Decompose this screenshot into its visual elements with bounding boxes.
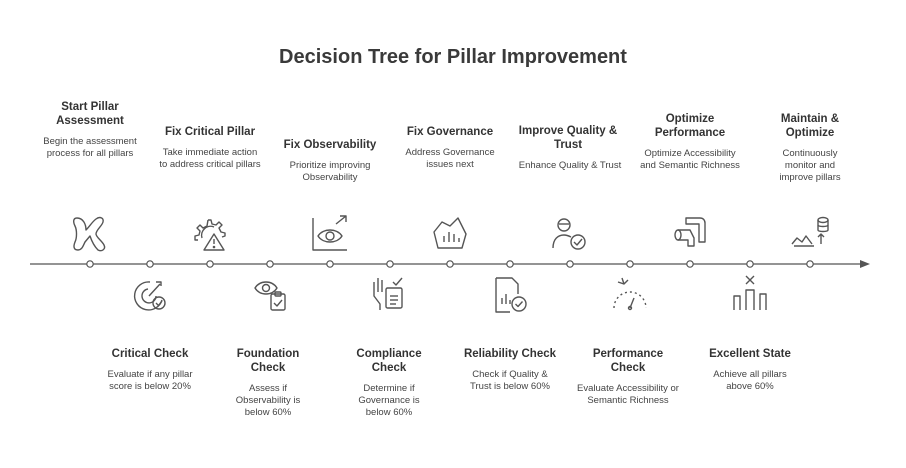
hand-document-icon xyxy=(368,274,412,318)
stage-optimize-performance: Optimize Performance Optimize Accessibil… xyxy=(630,112,750,172)
stage-title: Excellent State xyxy=(709,348,791,360)
stage-foundation-check: Foundation Check Assess if Observability… xyxy=(208,347,328,419)
stage-description: Continuously monitor and improve pillars xyxy=(779,148,841,183)
gauge-icon xyxy=(608,274,652,318)
diagram-title: Decision Tree for Pillar Improvement xyxy=(279,46,627,68)
stage-description: Prioritize improving Observability xyxy=(289,160,371,183)
stage-description: Check if Quality & Trust is below 60% xyxy=(470,369,550,392)
stage-critical-check: Critical Check Evaluate if any pillar sc… xyxy=(90,347,210,393)
governance-chart-icon xyxy=(428,212,472,256)
stage-compliance-check: Compliance Check Determine if Governance… xyxy=(329,347,449,419)
stage-fix-critical-pillar: Fix Critical Pillar Take immediate actio… xyxy=(150,125,270,171)
stage-title: Optimize Performance xyxy=(654,113,726,139)
start-icon xyxy=(68,212,112,256)
user-check-icon xyxy=(548,212,592,256)
stage-fix-governance: Fix Governance Address Governance issues… xyxy=(390,125,510,171)
stage-start-pillar-assessment: Start Pillar Assessment Begin the assess… xyxy=(30,100,150,160)
stage-title: Start Pillar Assessment xyxy=(56,101,124,127)
stage-reliability-check: Reliability Check Check if Quality & Tru… xyxy=(450,347,570,393)
stage-title: Fix Observability xyxy=(283,139,377,151)
target-check-icon xyxy=(128,274,172,318)
stage-title: Fix Governance xyxy=(406,126,494,138)
stage-description: Enhance Quality & Trust xyxy=(518,160,622,171)
stage-title: Foundation Check xyxy=(236,348,300,374)
stage-description: Begin the assessment process for all pil… xyxy=(43,136,137,159)
columns-icon xyxy=(728,274,772,318)
stage-title: Reliability Check xyxy=(463,348,557,360)
stage-fix-observability: Fix Observability Prioritize improving O… xyxy=(270,138,390,184)
stage-description: Address Governance issues next xyxy=(405,147,495,170)
document-check-icon xyxy=(488,274,532,318)
stage-description: Assess if Observability is below 60% xyxy=(235,383,301,418)
stage-description: Evaluate Accessibility or Semantic Richn… xyxy=(577,383,679,406)
stage-maintain-optimize: Maintain & Optimize Continuously monitor… xyxy=(750,112,870,184)
stage-performance-check: Performance Check Evaluate Accessibility… xyxy=(568,347,688,407)
stage-title: Improve Quality & Trust xyxy=(518,125,618,151)
stage-improve-quality-trust: Improve Quality & Trust Enhance Quality … xyxy=(518,124,621,172)
database-growth-icon xyxy=(788,212,832,256)
stage-description: Optimize Accessibility and Semantic Rich… xyxy=(640,148,740,171)
stage-description: Determine if Governance is below 60% xyxy=(358,383,420,418)
gear-warning-icon xyxy=(188,212,232,256)
stage-title: Critical Check xyxy=(111,348,189,360)
stage-title: Maintain & Optimize xyxy=(780,113,840,139)
stage-description: Achieve all pillars above 60% xyxy=(713,369,787,392)
eye-clipboard-icon xyxy=(248,274,292,318)
eye-chart-icon xyxy=(308,212,352,256)
stage-excellent-state: Excellent State Achieve all pillars abov… xyxy=(690,347,810,393)
stage-title: Compliance Check xyxy=(356,348,422,374)
stage-title: Fix Critical Pillar xyxy=(164,126,256,138)
stage-title: Performance Check xyxy=(592,348,664,374)
pipe-icon xyxy=(668,212,712,256)
stage-description: Take immediate action to address critica… xyxy=(159,147,261,170)
stage-description: Evaluate if any pillar score is below 20… xyxy=(107,369,193,392)
